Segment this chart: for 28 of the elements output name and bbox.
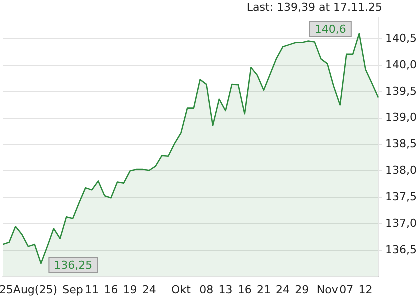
y-tick-label: 139,5 [386, 84, 418, 98]
x-tick-label: 29 [295, 283, 310, 296]
x-tick-label: 13 [218, 283, 233, 296]
x-tick-label: 24 [276, 283, 290, 296]
x-tick-label: 07 [340, 283, 354, 296]
x-tick-label: 19 [123, 283, 138, 296]
x-tick-label: 24 [142, 283, 156, 296]
y-tick-label: 140,5 [386, 32, 418, 45]
y-tick-label: 136,5 [386, 243, 418, 256]
text: Last: 139,39 at 17.11.25 [246, 0, 383, 14]
x-tick-label: 08 [200, 283, 214, 296]
x-tick-label: Okt [172, 283, 192, 296]
x-tick-label: 11 [85, 283, 100, 296]
x-tick-label: 16 [238, 283, 252, 296]
annotation: 136,25 [54, 258, 93, 272]
x-tick-label: 25Aug(25) [0, 283, 58, 296]
x-tick-label: 21 [256, 283, 271, 296]
y-tick-label: 137,5 [386, 190, 418, 204]
y-tick-label: 138,5 [386, 138, 418, 151]
y-tick-label: 138,0 [386, 164, 418, 178]
annotation: 140,6 [314, 23, 346, 36]
x-tick-label: Sep [62, 283, 84, 296]
y-tick-label: 137,0 [386, 216, 418, 230]
y-tick-label: 139,0 [386, 111, 418, 124]
x-tick-label: Nov [316, 283, 339, 296]
x-tick-label: 12 [358, 283, 373, 296]
y-tick-label: 140,0 [386, 58, 418, 72]
x-tick-label: 16 [104, 283, 118, 296]
